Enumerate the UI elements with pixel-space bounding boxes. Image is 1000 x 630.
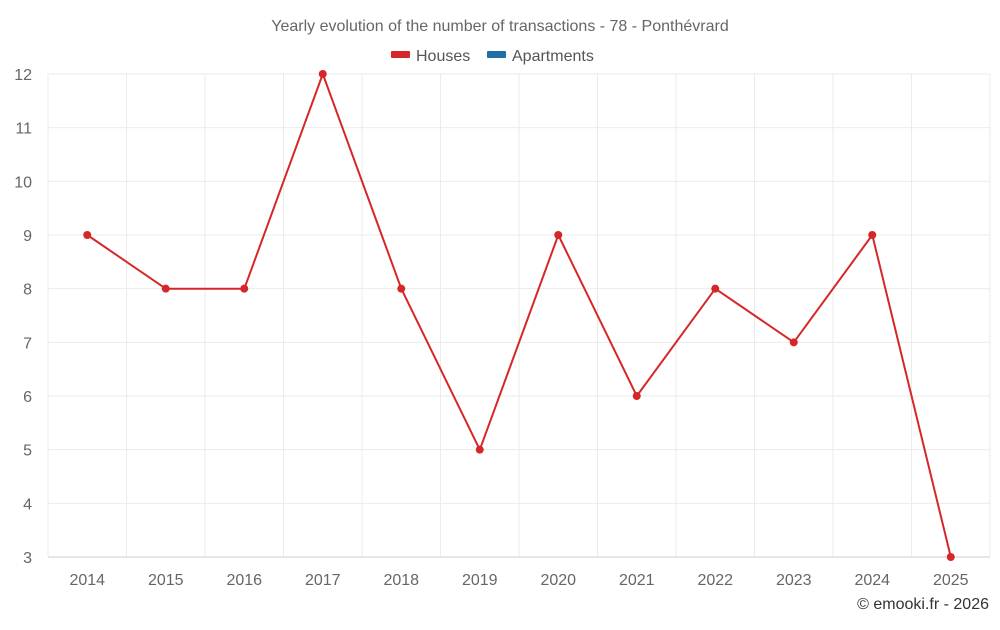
credit-text: © emooki.fr - 2026 — [857, 596, 989, 613]
data-point-houses[interactable]: 2025: 3 — [946, 553, 955, 561]
x-tick-label: 2015 — [148, 572, 184, 589]
x-tick-label: 2018 — [383, 572, 419, 589]
y-tick-label: 4 — [23, 496, 32, 513]
y-tick-label: 3 — [23, 550, 32, 567]
chart-title: Yearly evolution of the number of transa… — [271, 18, 728, 35]
legend-item-houses[interactable]: Houses — [391, 48, 470, 65]
x-tick-label: 2023 — [776, 572, 812, 589]
y-tick-label: 6 — [23, 389, 32, 406]
y-tick-label: 12 — [14, 67, 32, 84]
data-point-houses[interactable]: 2023: 7 — [789, 338, 798, 347]
data-point-houses[interactable]: 2020: 9 — [554, 231, 563, 239]
x-tick-label: 2022 — [697, 572, 733, 589]
legend-label-houses: Houses — [416, 48, 470, 65]
legend-swatch-apartments — [487, 51, 506, 58]
grid — [47, 73, 991, 557]
y-tick-label: 10 — [14, 174, 32, 191]
data-point-houses[interactable]: 2019: 5 — [475, 445, 484, 454]
legend-label-apartments: Apartments — [512, 48, 594, 65]
legend-item-apartments[interactable]: Apartments — [487, 48, 594, 65]
data-point-houses[interactable]: 2015: 8 — [161, 284, 170, 293]
x-tick-label: 2014 — [69, 572, 105, 589]
legend-swatch-houses — [391, 51, 410, 58]
y-tick-label: 5 — [23, 443, 32, 460]
x-tick-label: 2024 — [854, 572, 890, 589]
plot-area: 2014: 9 2015: 8 2016: 8 2017: 12 2018: 8 2019… — [83, 70, 955, 561]
y-tick-label: 11 — [15, 121, 32, 138]
x-tick-label: 2020 — [540, 572, 576, 589]
legend: Houses Apartments — [391, 48, 594, 65]
y-tick-label: 7 — [23, 335, 32, 352]
x-tick-label: 2025 — [933, 572, 969, 589]
data-point-houses[interactable]: 2014: 9 — [83, 231, 92, 239]
x-tick-label: 2021 — [619, 572, 655, 589]
axes: 3 4 5 6 7 8 9 10 11 12 2014 2015 2016 2017 2018 2019 202… — [14, 67, 990, 589]
y-tick-label: 8 — [23, 282, 32, 299]
y-tick-label: 9 — [23, 228, 32, 245]
data-point-houses[interactable]: 2016: 8 — [240, 284, 249, 293]
data-point-houses[interactable]: 2017: 12 — [318, 70, 327, 78]
data-point-houses[interactable]: 2022: 8 — [711, 284, 720, 293]
data-point-houses[interactable]: 2018: 8 — [397, 284, 406, 293]
data-point-houses[interactable]: 2021: 6 — [632, 392, 641, 400]
series-line-houses — [86, 73, 952, 558]
data-point-houses[interactable]: 2024: 9 — [868, 231, 877, 239]
x-tick-label: 2017 — [305, 572, 341, 589]
x-tick-label: 2016 — [226, 572, 262, 589]
x-tick-label: 2019 — [462, 572, 498, 589]
